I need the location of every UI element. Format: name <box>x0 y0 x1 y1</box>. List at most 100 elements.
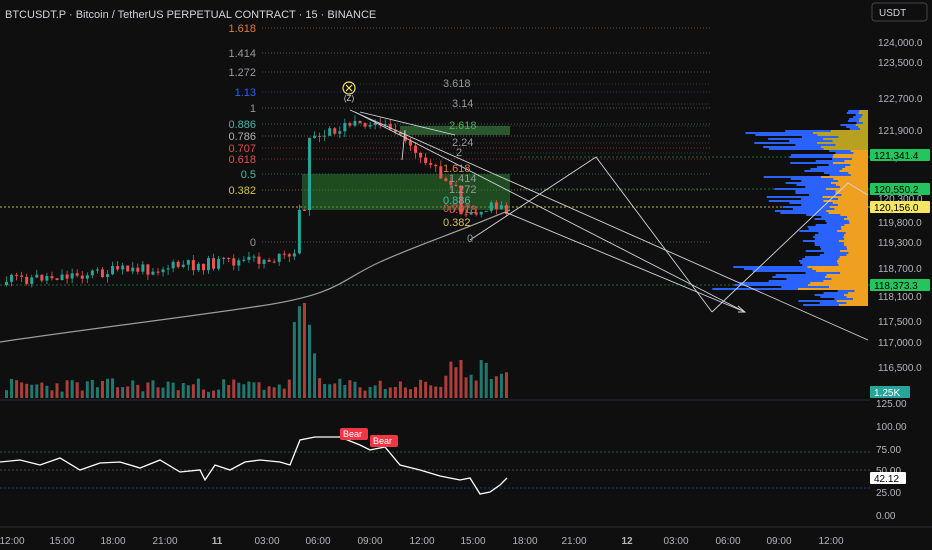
fib-label-right: 2.618 <box>449 120 477 132</box>
candle-body <box>434 164 438 167</box>
vp-bar-buy <box>817 166 846 168</box>
vp-bar-sell <box>832 162 868 164</box>
vp-bar-buy <box>818 232 846 234</box>
candle-body <box>106 274 109 278</box>
bear-label-text: Bear <box>343 429 362 439</box>
vp-bar-sell <box>858 112 868 114</box>
ma-curve <box>0 209 511 343</box>
fib-label-right: 3.618 <box>443 78 471 90</box>
vp-bar-buy <box>791 154 834 156</box>
time-tick-label: 18:00 <box>100 536 125 547</box>
vp-bar-buy <box>804 170 840 172</box>
volume-bar <box>434 386 438 398</box>
candle-body <box>10 274 14 282</box>
volume-bar <box>65 380 69 398</box>
candle-body <box>363 123 367 127</box>
vp-bar-buy <box>837 290 855 292</box>
vp-bar-sell <box>846 302 868 304</box>
vp-bar-sell <box>843 242 868 244</box>
vp-bar-buy <box>789 202 833 204</box>
candle-body <box>424 157 428 164</box>
vp-bar-buy <box>790 178 834 180</box>
vp-bar-sell <box>838 240 868 242</box>
vp-bar-buy <box>813 236 844 238</box>
volume-bar <box>126 386 130 398</box>
vp-bar-sell <box>849 222 868 224</box>
vp-bar-sell <box>846 246 868 248</box>
volume-bar <box>146 382 150 398</box>
volume-bar <box>50 390 54 398</box>
price-tick-label: 116,500.0 <box>878 363 922 374</box>
vp-bar-sell <box>826 210 868 212</box>
vp-bar-buy <box>768 138 824 140</box>
price-tag-label: 120,550.2 <box>874 185 919 196</box>
candle-body <box>212 258 216 269</box>
rsi-value-label: 42.12 <box>874 474 899 485</box>
candle-body <box>373 122 377 126</box>
candle-body <box>429 163 433 165</box>
symbol-title: BTCUSDT.P · Bitcoin / TetherUS PERPETUAL… <box>5 9 376 21</box>
candle-body <box>131 267 135 272</box>
vp-bar-buy <box>785 130 831 132</box>
price-tag-label: 121,341.4 <box>874 151 919 162</box>
vp-bar-sell <box>839 272 868 274</box>
projection-lines <box>349 109 869 341</box>
price-tick-label: 119,800.0 <box>878 218 922 229</box>
vp-bar-sell <box>848 220 868 222</box>
volume-bar <box>242 384 246 398</box>
candle-body <box>338 131 342 134</box>
vp-bar-buy <box>754 142 817 144</box>
vp-bar-sell <box>837 204 868 206</box>
time-tick-label: 15:00 <box>49 536 74 547</box>
volume-bar <box>267 386 271 398</box>
vp-bar-sell <box>852 298 868 300</box>
volume-bar <box>318 378 322 398</box>
vp-bar-sell <box>838 136 868 138</box>
vp-bar-sell <box>844 224 868 226</box>
vp-bar-buy <box>824 252 849 254</box>
volume-bar <box>131 380 135 398</box>
volume-bar <box>368 387 372 398</box>
volume-bar <box>282 388 286 398</box>
vp-bar-buy <box>755 134 818 136</box>
volume-bar <box>141 391 145 398</box>
vp-bar-sell <box>842 168 868 170</box>
volume-bar <box>186 385 190 398</box>
bear-signal-label: Bear <box>340 428 368 440</box>
vp-bar-sell <box>830 182 868 184</box>
rsi-tick-label: 100.00 <box>876 422 907 433</box>
fib-label-right: 2 <box>456 147 462 159</box>
candle-body <box>222 257 226 259</box>
time-tick-label: 09:00 <box>766 536 791 547</box>
candle-body <box>171 261 175 269</box>
vp-bar-buy <box>743 268 813 270</box>
vp-bar-buy <box>831 158 852 160</box>
rsi-axis[interactable]: 125.00 100.00 75.00 50.00 25.00 0.00 42.12 <box>870 399 907 522</box>
vp-bar-sell <box>823 148 868 150</box>
vp-bar-buy <box>821 216 847 218</box>
vp-bar-sell <box>845 166 868 168</box>
vp-bar-buy <box>820 248 847 250</box>
vp-bar-buy <box>769 148 824 150</box>
time-tick-label: 12:00 <box>409 536 434 547</box>
volume-bar <box>388 387 392 398</box>
vp-bar-buy <box>829 174 851 176</box>
vp-bar-buy <box>802 264 839 266</box>
vp-bar-sell <box>834 208 868 210</box>
volume-bar <box>20 382 24 398</box>
candle-body <box>80 275 84 279</box>
vp-bar-sell <box>810 282 868 284</box>
candle-body <box>50 276 54 279</box>
volume-bar <box>459 359 463 398</box>
volume-bar <box>383 388 387 398</box>
fib-label-left: 0.786 <box>228 131 256 143</box>
time-axis[interactable]: 12:00 15:00 18:00 21:00 11 03:00 06:00 09:00 12:… <box>0 536 844 547</box>
volume-bar <box>90 379 94 398</box>
vp-bar-sell <box>816 142 868 144</box>
currency-button[interactable]: USDT <box>871 2 928 22</box>
volume-bar <box>343 384 347 398</box>
time-tick-label: 09:00 <box>357 536 382 547</box>
candle-body <box>388 124 392 130</box>
vp-bar-sell <box>831 278 868 280</box>
